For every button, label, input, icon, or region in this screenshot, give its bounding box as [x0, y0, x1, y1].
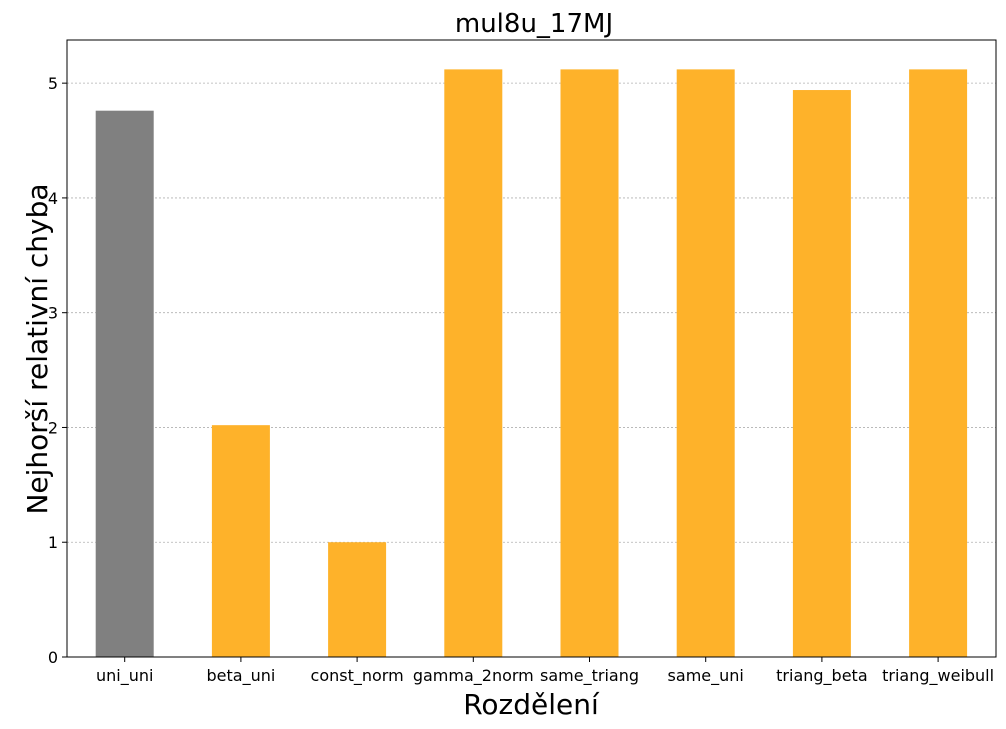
y-tick-label: 1	[48, 533, 58, 552]
y-axis: 0 1 2 3 4 5	[48, 74, 67, 667]
bar-same_triang	[560, 69, 619, 657]
x-tick-label-triang_beta: triang_beta	[776, 666, 867, 686]
x-axis: uni_uni beta_uni const_norm gamma_2norm same…	[96, 657, 994, 686]
bar-const_norm	[328, 542, 387, 657]
x-tick-label-uni_uni: uni_uni	[96, 666, 153, 686]
chart-title: mul8u_17MJ	[455, 9, 613, 39]
bar-gamma_2norm	[444, 69, 503, 657]
plot-frame	[66, 39, 997, 658]
y-axis-label: Nejhorší relativní chyba	[21, 183, 54, 514]
x-axis-label: Rozdělení	[463, 688, 600, 721]
x-tick-label-same_uni: same_uni	[668, 666, 744, 686]
x-tick-label-triang_weibull: triang_weibull	[882, 666, 994, 686]
x-tick-label-gamma_2norm: gamma_2norm	[413, 666, 534, 686]
y-tick-label: 5	[48, 74, 58, 93]
bars	[95, 69, 968, 658]
bar-uni_uni	[95, 110, 154, 657]
x-tick-label-same_triang: same_triang	[540, 666, 639, 686]
gridlines	[67, 82, 996, 543]
x-tick-label-beta_uni: beta_uni	[206, 666, 275, 686]
y-tick-label: 4	[48, 189, 58, 208]
y-tick-label: 2	[48, 418, 58, 437]
bar-beta_uni	[211, 425, 270, 657]
bar-triang_weibull	[909, 69, 968, 657]
bar-triang_beta	[792, 90, 851, 658]
x-tick-label-const_norm: const_norm	[311, 666, 404, 686]
bar-same_uni	[676, 69, 735, 657]
y-tick-label: 3	[48, 304, 58, 323]
y-tick-label: 0	[48, 648, 58, 667]
